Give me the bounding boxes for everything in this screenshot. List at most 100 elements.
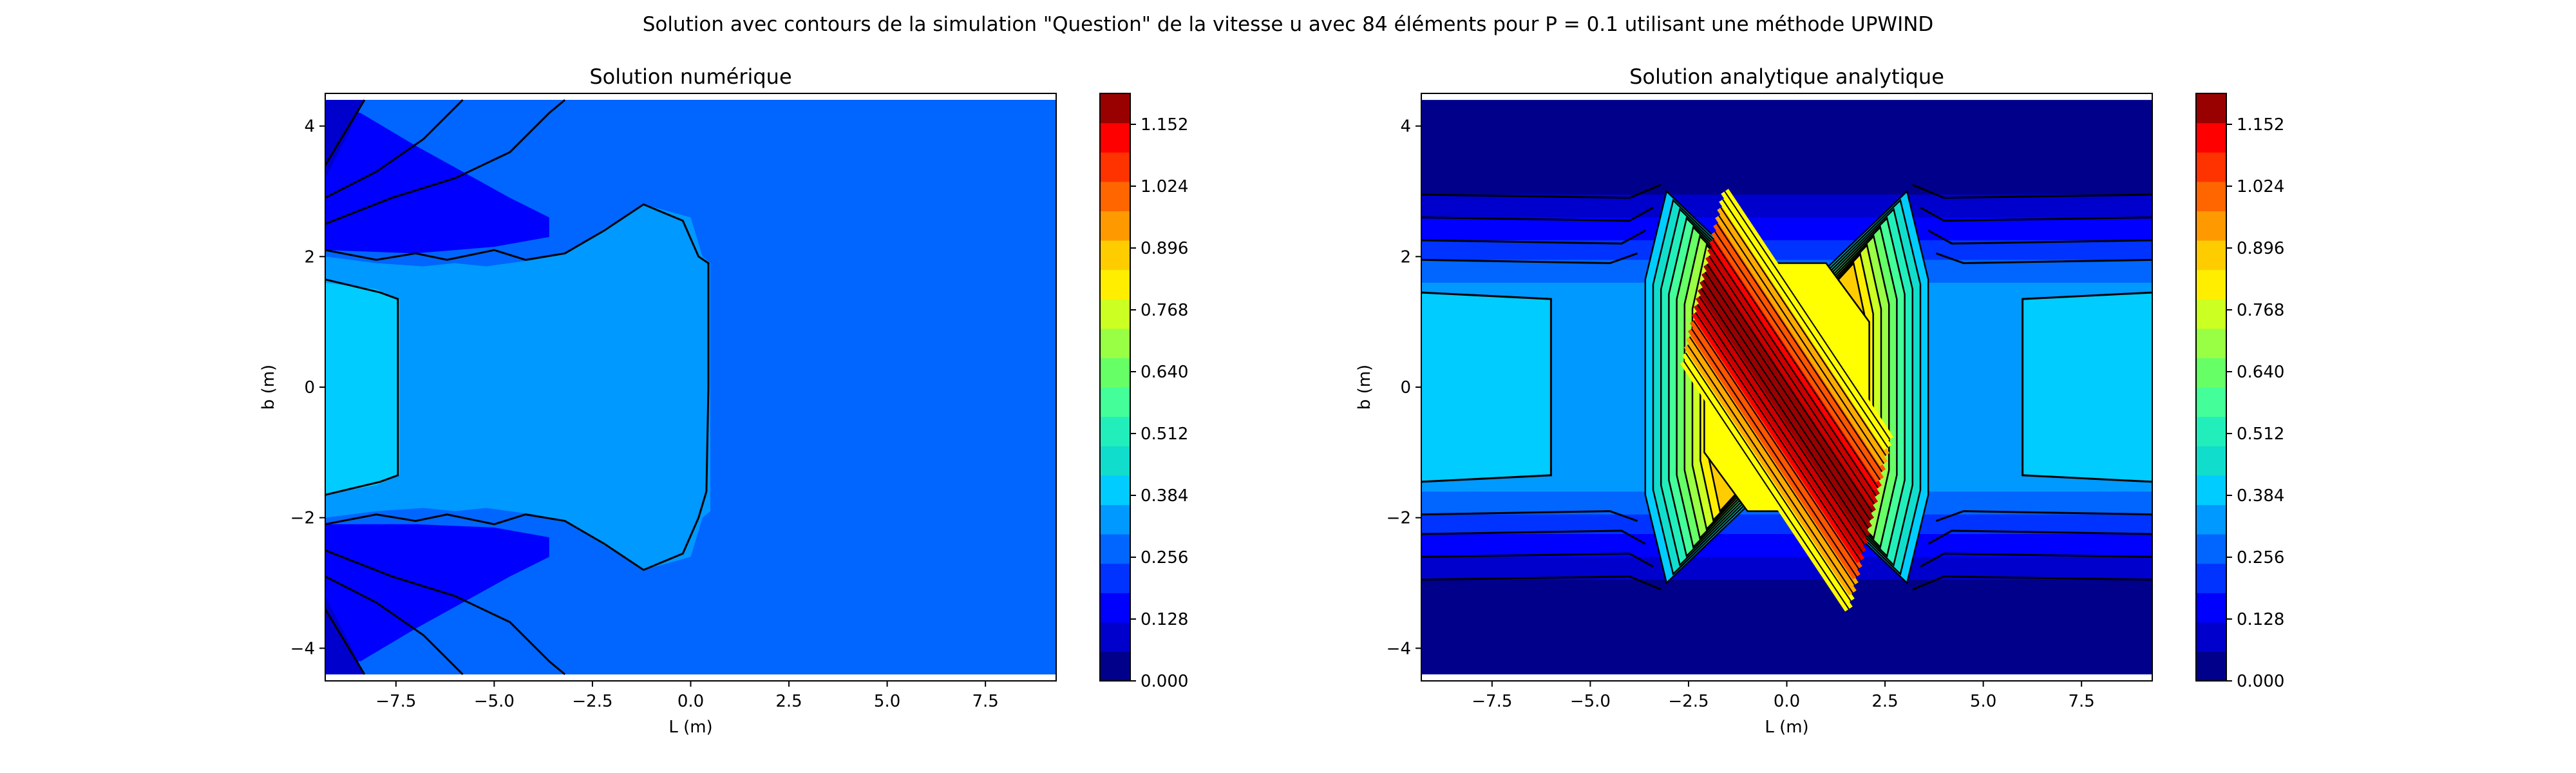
contour-line bbox=[1707, 263, 1873, 513]
contour-line bbox=[325, 608, 366, 675]
x-tick-label: −5.0 bbox=[474, 692, 515, 711]
y-tick-label: −4 bbox=[1387, 639, 1411, 658]
colorbar-swatch bbox=[2196, 446, 2226, 476]
colorbar-tick-label: 0.000 bbox=[2237, 672, 2284, 691]
colorbar-swatch bbox=[2196, 240, 2226, 271]
colorbar-swatch bbox=[1100, 475, 1130, 505]
colorbar-swatch bbox=[1100, 416, 1130, 446]
contour-fill bbox=[325, 204, 710, 570]
contour-line bbox=[1720, 207, 1887, 456]
colorbar-swatch bbox=[2196, 269, 2226, 300]
contour-line bbox=[1935, 510, 2152, 522]
contour-line bbox=[1421, 229, 1646, 245]
colorbar-swatch bbox=[2196, 93, 2226, 124]
colorbar-swatch bbox=[1100, 269, 1130, 300]
contour-line bbox=[1712, 239, 1879, 488]
colorbar-swatch bbox=[1100, 651, 1130, 682]
contour-plot-2: −7.5 −5.0 −2.5 0.0 2.5 5.0 7.5 −4 −2 0 2 4 Solution … bbox=[1355, 64, 2284, 737]
colorbar-tick-label: 0.384 bbox=[1141, 486, 1188, 506]
colorbar-swatch bbox=[2196, 181, 2226, 211]
colorbar-frame bbox=[2195, 93, 2227, 682]
colorbar-swatch bbox=[1100, 299, 1130, 329]
colorbar-swatch bbox=[1100, 122, 1130, 153]
contour-line bbox=[2022, 291, 2152, 483]
x-tick-label: 5.0 bbox=[1970, 692, 1996, 711]
contour-line bbox=[1421, 184, 1662, 199]
colorbar-swatch bbox=[1100, 446, 1130, 476]
contour-line bbox=[325, 278, 399, 496]
x-axis-label: L (m) bbox=[1765, 718, 1808, 737]
contour-line bbox=[325, 203, 710, 571]
colorbar-swatch bbox=[2196, 622, 2226, 652]
colorbar-swatch bbox=[1100, 504, 1130, 535]
colorbar-swatch bbox=[1100, 93, 1130, 124]
contour-line bbox=[1705, 271, 1871, 521]
contour-line bbox=[325, 99, 366, 166]
contour-plot-1: −7.5 −5.0 −2.5 0.0 2.5 5.0 7.5 −4 −2 0 2 4 Solution … bbox=[259, 64, 1188, 737]
figure-title: Solution avec contours de la simulation … bbox=[643, 13, 1934, 36]
y-tick-label: 2 bbox=[304, 247, 315, 267]
colorbar-swatch bbox=[2196, 504, 2226, 535]
x-tick-label: 7.5 bbox=[2068, 692, 2094, 711]
contour-fill bbox=[325, 282, 400, 495]
x-tick-label: −7.5 bbox=[1472, 692, 1512, 711]
colorbar-tick-label: 0.896 bbox=[1141, 239, 1188, 258]
colorbar-swatch bbox=[1100, 328, 1130, 358]
colorbar-tick-label: 0.896 bbox=[2237, 239, 2284, 258]
colorbar-swatch bbox=[2196, 416, 2226, 446]
colorbar-swatch bbox=[2196, 651, 2226, 682]
contour-line bbox=[1421, 291, 1552, 483]
y-tick-label: 4 bbox=[1400, 117, 1411, 137]
x-tick-label: 0.0 bbox=[1774, 692, 1800, 711]
contour-line bbox=[1927, 229, 2152, 245]
colorbar-tick-label: 1.024 bbox=[1141, 177, 1188, 196]
x-axis-label: L (m) bbox=[668, 718, 712, 737]
contour-line bbox=[1700, 287, 1867, 537]
colorbar-tick-label: 0.640 bbox=[1141, 363, 1188, 382]
colorbar-swatch bbox=[1100, 387, 1130, 417]
colorbar-swatch bbox=[2196, 593, 2226, 623]
y-tick-label: 0 bbox=[1400, 378, 1411, 397]
colorbar-tick-label: 0.384 bbox=[2237, 486, 2284, 506]
subplot-title: Solution numérique bbox=[589, 64, 791, 89]
colorbar-swatch bbox=[2196, 211, 2226, 241]
colorbar-tick-label: 0.512 bbox=[1141, 425, 1188, 444]
y-axis-label: b (m) bbox=[259, 365, 278, 410]
contour-line bbox=[1716, 223, 1883, 472]
colorbar-swatch bbox=[2196, 152, 2226, 182]
contour-line bbox=[325, 99, 566, 225]
contour-line bbox=[1696, 304, 1863, 553]
contour-line bbox=[1722, 198, 1889, 448]
panels: −7.5 −5.0 −2.5 0.0 2.5 5.0 7.5 −4 −2 0 2 4 Solution … bbox=[259, 64, 2284, 737]
contour-line bbox=[1687, 344, 1853, 593]
colorbar-swatch bbox=[2196, 122, 2226, 153]
colorbar-swatch bbox=[1100, 358, 1130, 388]
colorbar-swatch bbox=[1100, 181, 1130, 211]
colorbar-tick-label: 0.768 bbox=[1141, 301, 1188, 320]
colorbar-swatch bbox=[2196, 299, 2226, 329]
contour-line bbox=[325, 575, 464, 675]
contour-line bbox=[1927, 530, 2152, 545]
colorbar-tick-label: 0.128 bbox=[1141, 610, 1188, 629]
x-tick-label: 2.5 bbox=[1871, 692, 1898, 711]
contour-fill bbox=[325, 100, 365, 178]
y-tick-label: 4 bbox=[304, 117, 315, 137]
colorbar-tick-label: 0.256 bbox=[2237, 548, 2284, 568]
contour-line bbox=[1724, 191, 1891, 440]
colorbar-tick-label: 0.000 bbox=[1141, 672, 1188, 691]
colorbar-tick-label: 0.640 bbox=[2237, 363, 2284, 382]
contour-line bbox=[1421, 206, 1654, 222]
contour-fill bbox=[1421, 292, 1551, 482]
contour-line bbox=[1690, 328, 1857, 577]
colorbar-swatch bbox=[1100, 211, 1130, 241]
x-tick-label: 7.5 bbox=[972, 692, 998, 711]
colorbar-swatch bbox=[1100, 240, 1130, 271]
contour-line bbox=[1920, 552, 2152, 568]
y-tick-label: 2 bbox=[1400, 247, 1411, 267]
plot-area bbox=[1421, 100, 2152, 674]
colorbar-swatch bbox=[1100, 593, 1130, 623]
contour-line bbox=[1692, 320, 1859, 569]
colorbar-swatch bbox=[2196, 387, 2226, 417]
contour-line bbox=[1421, 575, 1662, 591]
